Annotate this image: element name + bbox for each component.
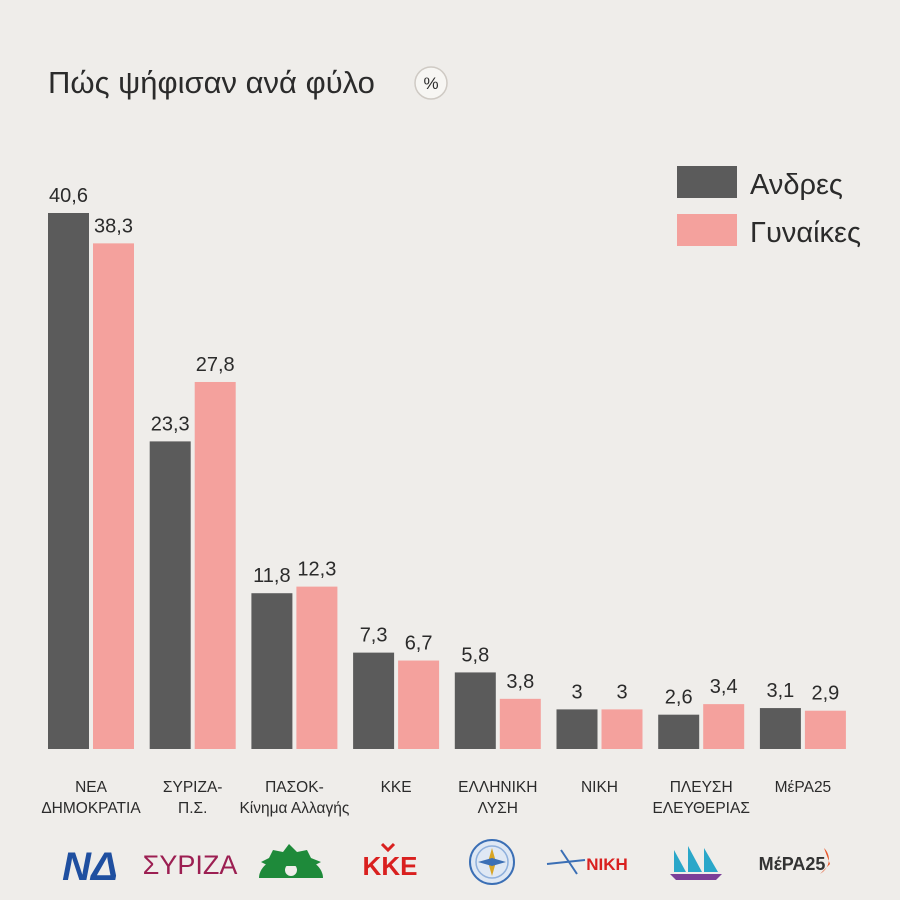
value-label-men-1: 23,3 <box>151 413 190 435</box>
value-label-men-6: 2,6 <box>665 687 693 709</box>
svg-text:ΝΔ: ΝΔ <box>62 845 118 889</box>
legend-swatch-women <box>677 214 737 246</box>
bar-men-2 <box>251 593 293 749</box>
bar-women-5 <box>601 709 643 749</box>
category-label-line: ΔΗΜΟΚΡΑΤΙΑ <box>41 800 141 817</box>
category-label-line: ΛΥΣΗ <box>478 800 518 817</box>
bar-men-7 <box>759 708 801 749</box>
category-label-line: ΜέΡΑ25 <box>775 779 832 796</box>
svg-text:ΚΚΕ: ΚΚΕ <box>363 851 418 881</box>
category-label-line: ΚΚΕ <box>381 779 412 796</box>
legend-label-women: Γυναίκες <box>750 217 861 249</box>
value-labels: 40,6 38,3 23,3 27,8 11,8 12,3 7,3 6,7 5,8 3,8 3 3 2,… <box>49 185 839 709</box>
category-label-line: ΠΑΣΟΚ- <box>265 779 324 796</box>
unit-badge <box>414 66 448 100</box>
bar-women-1 <box>194 381 236 749</box>
legend-label-men: Ανδρες <box>750 169 843 201</box>
bar-women-4 <box>499 698 541 749</box>
elliniki-lysi-logo <box>469 839 515 885</box>
category-label-1: ΣΥΡΙΖΑ- Π.Σ. <box>163 779 223 817</box>
category-label-0: ΝΕΑ ΔΗΜΟΚΡΑΤΙΑ <box>41 779 141 817</box>
value-label-women-4: 3,8 <box>506 671 534 693</box>
category-label-5: ΝΙΚΗ <box>581 779 618 796</box>
bar-women-6 <box>703 704 745 749</box>
category-label-line: ΝΕΑ <box>75 779 108 796</box>
niki-logo: ΝΙΚΗ <box>546 849 628 875</box>
value-label-men-4: 5,8 <box>461 644 489 666</box>
category-label-line: ΣΥΡΙΖΑ- <box>163 779 223 796</box>
bar-women-0 <box>93 243 134 749</box>
bar-men-6 <box>658 714 700 749</box>
bar-women-3 <box>398 660 440 749</box>
category-label-4: ΕΛΛΗΝΙΚΗ ΛΥΣΗ <box>458 779 537 817</box>
value-label-women-0: 38,3 <box>94 215 133 237</box>
unit-label: % <box>423 74 438 93</box>
category-label-line: ΝΙΚΗ <box>581 779 618 796</box>
nd-logo: ΝΔ <box>62 845 118 889</box>
bar-men-1 <box>149 441 191 749</box>
category-label-2: ΠΑΣΟΚ- Κίνημα Αλλαγής <box>239 779 349 817</box>
value-label-women-3: 6,7 <box>405 633 433 655</box>
svg-text:ΜέΡΑ25: ΜέΡΑ25 <box>759 854 826 874</box>
category-label-7: ΜέΡΑ25 <box>775 779 832 796</box>
category-label-line: ΠΛΕΥΣΗ <box>670 779 733 796</box>
value-label-women-7: 2,9 <box>811 683 839 705</box>
value-label-men-7: 3,1 <box>766 680 794 702</box>
mera25-logo: ΜέΡΑ25 <box>759 848 830 874</box>
value-label-men-3: 7,3 <box>360 625 388 647</box>
bar-women-2 <box>296 586 338 749</box>
bar-men-4 <box>454 672 496 749</box>
value-label-women-2: 12,3 <box>297 559 336 581</box>
bars <box>48 213 846 749</box>
plefsi-logo <box>670 846 722 880</box>
legend-swatch-men <box>677 166 737 198</box>
value-label-men-2: 11,8 <box>253 565 290 587</box>
legend: Ανδρες Γυναίκες <box>677 166 861 249</box>
category-label-line: ΕΛΛΗΝΙΚΗ <box>458 779 537 796</box>
category-labels: ΝΕΑ ΔΗΜΟΚΡΑΤΙΑ ΣΥΡΙΖΑ- Π.Σ. ΠΑΣΟΚ- Κίνημα Αλλ… <box>41 779 831 817</box>
svg-text:ΣΥΡΙΖΑ: ΣΥΡΙΖΑ <box>143 850 238 880</box>
category-label-line: ΕΛΕΥΘΕΡΙΑΣ <box>652 800 749 817</box>
party-logos: ΝΔ ΣΥΡΙΖΑ ΚΚΕ ΝΙΚΗ <box>62 839 830 889</box>
bar-men-0 <box>48 213 89 749</box>
syriza-logo: ΣΥΡΙΖΑ <box>143 850 238 880</box>
value-label-women-5: 3 <box>616 681 627 703</box>
bar-women-7 <box>804 710 846 749</box>
value-label-men-0: 40,6 <box>49 185 88 207</box>
svg-text:ΝΙΚΗ: ΝΙΚΗ <box>586 855 628 874</box>
value-label-women-6: 3,4 <box>710 676 738 698</box>
chart-title: Πώς ψήφισαν ανά φύλο <box>48 65 375 100</box>
kke-logo: ΚΚΕ <box>363 842 418 881</box>
category-label-line: Κίνημα Αλλαγής <box>239 800 349 817</box>
bar-men-3 <box>353 652 395 749</box>
category-label-6: ΠΛΕΥΣΗ ΕΛΕΥΘΕΡΙΑΣ <box>652 779 749 817</box>
category-label-3: ΚΚΕ <box>381 779 412 796</box>
category-label-line: Π.Σ. <box>178 800 207 817</box>
value-label-men-5: 3 <box>571 681 582 703</box>
bar-men-5 <box>556 709 598 749</box>
value-label-women-1: 27,8 <box>196 354 235 376</box>
pasok-logo <box>259 844 323 878</box>
